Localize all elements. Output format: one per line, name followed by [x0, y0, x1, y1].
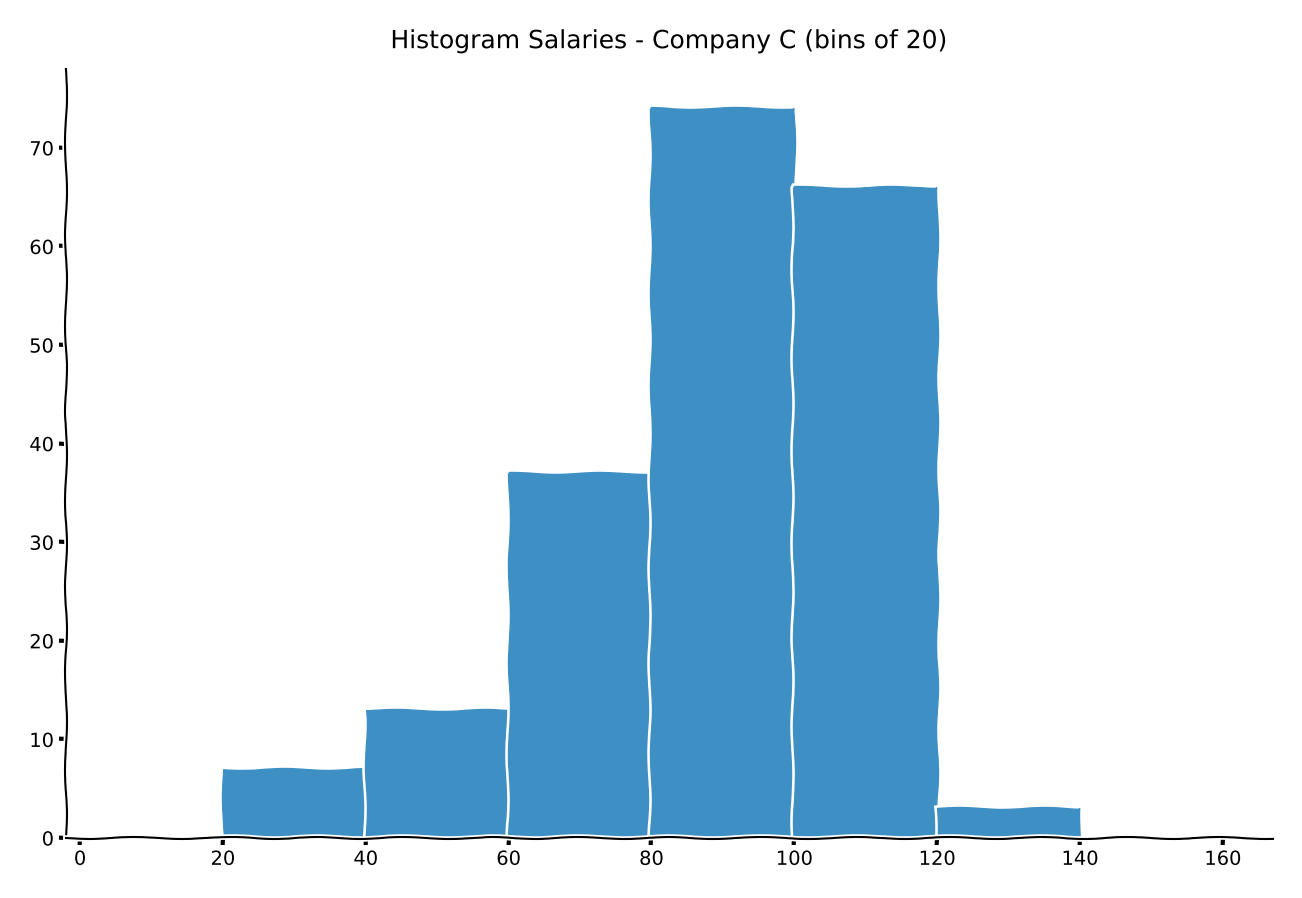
Bar [937, 808, 1079, 838]
Bar [509, 473, 651, 838]
Title: Histogram Salaries - Company C (bins of 20): Histogram Salaries - Company C (bins of … [391, 29, 948, 53]
Bar [223, 769, 366, 838]
Bar [794, 188, 937, 838]
Bar [651, 109, 794, 838]
Bar [366, 709, 509, 838]
